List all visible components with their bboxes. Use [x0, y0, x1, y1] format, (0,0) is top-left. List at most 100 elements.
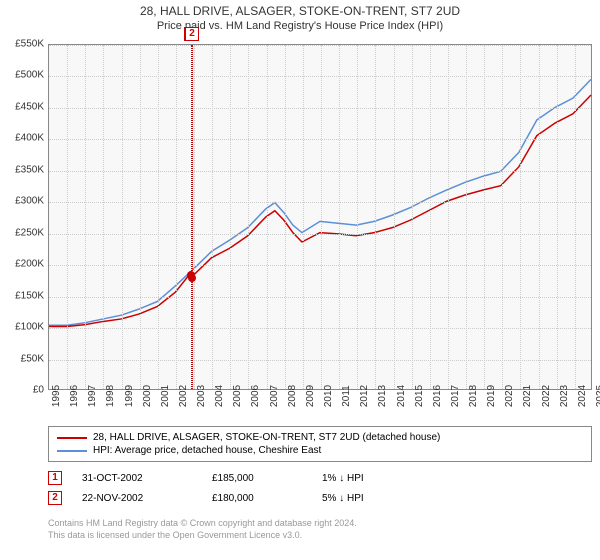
legend-swatch [57, 437, 87, 439]
x-axis-label: 2011 [341, 385, 352, 407]
y-axis-label: £250K [4, 227, 44, 238]
grid-line-v [394, 45, 395, 389]
x-axis-label: 2000 [142, 385, 153, 407]
legend-label: 28, HALL DRIVE, ALSAGER, STOKE-ON-TRENT,… [93, 432, 440, 443]
grid-line-h [49, 234, 591, 235]
grid-line-v [557, 45, 558, 389]
y-axis-label: £450K [4, 101, 44, 112]
y-axis-label: £100K [4, 322, 44, 333]
grid-line-v [448, 45, 449, 389]
grid-line-h [49, 202, 591, 203]
grid-line-h [49, 108, 591, 109]
x-axis-label: 1997 [87, 385, 98, 407]
legend-row: 28, HALL DRIVE, ALSAGER, STOKE-ON-TRENT,… [57, 431, 583, 444]
sale-marker-line [192, 45, 193, 389]
y-axis-label: £50K [4, 353, 44, 364]
x-axis-label: 2014 [396, 385, 407, 407]
grid-line-v [303, 45, 304, 389]
x-axis-label: 2008 [287, 385, 298, 407]
x-axis-label: 2024 [577, 385, 588, 407]
chart-subtitle: Price paid vs. HM Land Registry's House … [0, 18, 600, 32]
grid-line-v [412, 45, 413, 389]
sale-marker-badge: 2 [185, 27, 199, 41]
footer-line-1: Contains HM Land Registry data © Crown c… [48, 518, 592, 530]
x-axis-label: 2020 [504, 385, 515, 407]
sale-pct-vs-hpi: 5% ↓ HPI [322, 493, 442, 504]
grid-line-v [212, 45, 213, 389]
sale-number-badge: 1 [48, 471, 62, 485]
grid-line-v [575, 45, 576, 389]
y-axis-label: £150K [4, 290, 44, 301]
footer-line-2: This data is licensed under the Open Gov… [48, 530, 592, 542]
grid-line-v [158, 45, 159, 389]
x-axis-label: 1998 [105, 385, 116, 407]
grid-line-v [285, 45, 286, 389]
grid-line-h [49, 360, 591, 361]
legend-label: HPI: Average price, detached house, Ches… [93, 445, 321, 456]
x-axis-label: 2015 [414, 385, 425, 407]
grid-line-v [321, 45, 322, 389]
grid-line-v [103, 45, 104, 389]
grid-line-v [140, 45, 141, 389]
x-axis-label: 2018 [468, 385, 479, 407]
grid-line-v [357, 45, 358, 389]
legend-swatch [57, 450, 87, 452]
grid-line-h [49, 328, 591, 329]
sale-pct-vs-hpi: 1% ↓ HPI [322, 473, 442, 484]
legend-row: HPI: Average price, detached house, Ches… [57, 444, 583, 457]
grid-line-v [539, 45, 540, 389]
x-axis-label: 2021 [522, 385, 533, 407]
grid-line-v [502, 45, 503, 389]
x-axis-label: 2010 [323, 385, 334, 407]
chart-title: 28, HALL DRIVE, ALSAGER, STOKE-ON-TRENT,… [0, 0, 600, 18]
sale-history-row: 1 31-OCT-2002 £185,000 1% ↓ HPI [48, 468, 592, 488]
y-axis-label: £0 [4, 385, 44, 396]
grid-line-h [49, 265, 591, 266]
x-axis-label: 1999 [124, 385, 135, 407]
grid-line-v [67, 45, 68, 389]
sale-price: £185,000 [212, 473, 302, 484]
grid-line-v [520, 45, 521, 389]
grid-line-h [49, 297, 591, 298]
y-axis-label: £550K [4, 39, 44, 50]
grid-line-h [49, 171, 591, 172]
x-axis-label: 2019 [486, 385, 497, 407]
sale-date: 22-NOV-2002 [82, 493, 192, 504]
grid-line-v [267, 45, 268, 389]
chart-plot-area: 12 [48, 44, 592, 390]
x-axis-label: 2013 [377, 385, 388, 407]
chart-footer: Contains HM Land Registry data © Crown c… [48, 518, 592, 541]
sale-price: £180,000 [212, 493, 302, 504]
sale-history-table: 131-OCT-2002£185,0001% ↓ HPI222-NOV-2002… [48, 468, 592, 508]
x-axis-label: 2002 [178, 385, 189, 407]
x-axis-label: 2025 [595, 385, 600, 407]
grid-line-v [122, 45, 123, 389]
grid-line-h [49, 45, 591, 46]
grid-line-v [430, 45, 431, 389]
y-axis-label: £400K [4, 133, 44, 144]
grid-line-v [339, 45, 340, 389]
x-axis-label: 2023 [559, 385, 570, 407]
grid-line-v [248, 45, 249, 389]
y-axis-label: £300K [4, 196, 44, 207]
grid-line-v [85, 45, 86, 389]
x-axis-label: 2004 [214, 385, 225, 407]
grid-line-v [230, 45, 231, 389]
sale-date: 31-OCT-2002 [82, 473, 192, 484]
x-axis-label: 2016 [432, 385, 443, 407]
grid-line-v [484, 45, 485, 389]
y-axis-label: £500K [4, 70, 44, 81]
grid-line-h [49, 139, 591, 140]
y-axis-label: £350K [4, 164, 44, 175]
x-axis-label: 2001 [160, 385, 171, 407]
x-axis-label: 2009 [305, 385, 316, 407]
x-axis-label: 1995 [51, 385, 62, 407]
x-axis-label: 2007 [269, 385, 280, 407]
grid-line-h [49, 76, 591, 77]
grid-line-v [194, 45, 195, 389]
grid-line-v [375, 45, 376, 389]
x-axis-label: 1996 [69, 385, 80, 407]
x-axis-label: 2003 [196, 385, 207, 407]
sale-history-row: 222-NOV-2002£180,0005% ↓ HPI [48, 488, 592, 508]
x-axis-label: 2012 [359, 385, 370, 407]
